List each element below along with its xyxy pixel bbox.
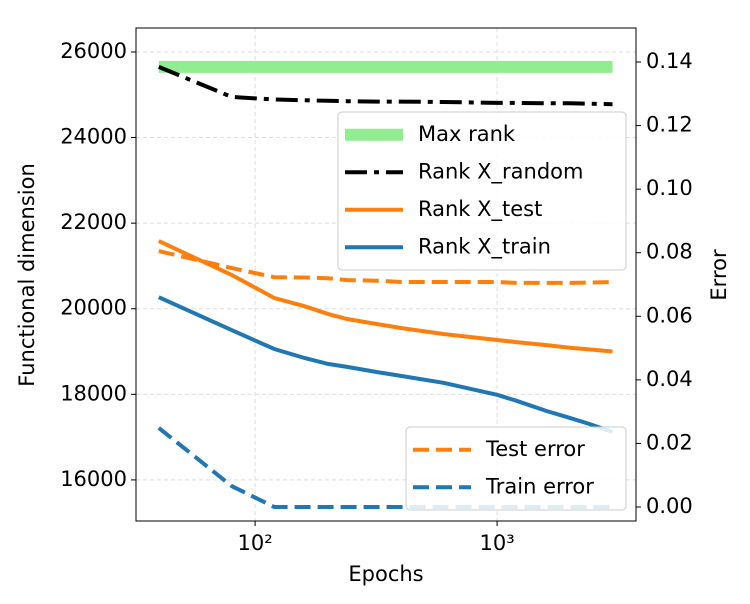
y-tick-label: 24000: [60, 125, 127, 149]
plot-frame: [135, 27, 637, 522]
y2-tick-label: 0.04: [646, 367, 693, 391]
x-tick-label: 10³: [480, 531, 515, 555]
y2-tick-label: 0.02: [646, 430, 693, 454]
legend-label: Rank X_train: [418, 234, 551, 259]
series-line: [158, 249, 613, 285]
y-tick-label: 16000: [60, 467, 127, 491]
y-tick-label: 20000: [60, 296, 127, 320]
legend-label: Train error: [485, 474, 594, 498]
y-tick-label: 26000: [60, 39, 127, 63]
legend-label: Rank X_random: [418, 159, 583, 184]
legend: Max rank Rank X_random Rank X_test Rank X_t…: [337, 111, 627, 271]
series-line: [158, 65, 613, 107]
legend-label: Rank X_test: [418, 197, 542, 222]
y-tick-label: 22000: [60, 210, 127, 234]
y2-tick-label: 0.08: [646, 240, 693, 264]
y-tick-label: 18000: [60, 381, 127, 405]
legend-label: Max rank: [418, 122, 516, 146]
y-axis-label: Functional dimension: [15, 163, 39, 386]
series-line: [157, 295, 614, 434]
legend-box: [337, 111, 627, 271]
series-line: [157, 239, 613, 354]
legend-label: Test error: [485, 437, 585, 461]
y2-axis-label: Error: [707, 249, 731, 301]
y2-tick-label: 0.00: [646, 494, 693, 518]
legend: Test error Train error: [405, 426, 627, 511]
y2-tick-label: 0.06: [646, 303, 693, 327]
y2-tick-label: 0.14: [646, 49, 693, 73]
y2-tick-label: 0.12: [646, 113, 693, 137]
x-tick-label: 10²: [238, 531, 273, 555]
y2-tick-label: 0.10: [646, 176, 693, 200]
x-axis-label: Epochs: [348, 562, 423, 586]
